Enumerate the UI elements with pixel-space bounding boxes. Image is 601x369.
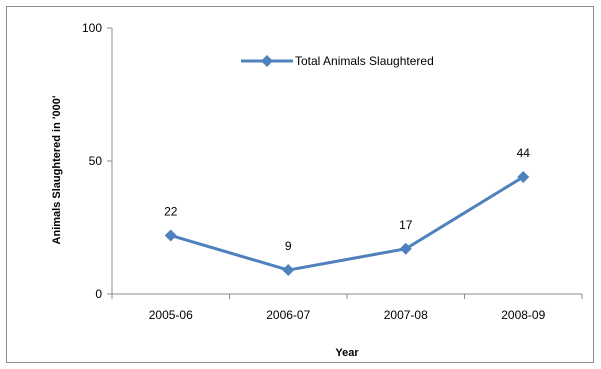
legend-marker-swatch <box>261 55 273 67</box>
data-label: 44 <box>517 146 531 160</box>
legend-label: Total Animals Slaughtered <box>295 54 434 68</box>
y-tick-label: 100 <box>82 21 102 35</box>
data-label: 17 <box>399 218 413 232</box>
y-axis-title: Animals Slaughtered in '000' <box>51 95 63 244</box>
data-point-marker <box>399 242 412 255</box>
data-point-marker <box>282 264 295 277</box>
data-labels: 22 9 17 44 <box>164 146 530 253</box>
x-tick-label: 2006-07 <box>266 308 310 322</box>
data-point-marker <box>164 229 177 242</box>
series-line-total-animals-slaughtered <box>170 175 525 272</box>
y-tick-label: 50 <box>89 154 103 168</box>
chart-frame <box>6 6 594 363</box>
x-axis-ticks: 2005-06 2006-07 2007-08 2008-09 <box>111 294 583 322</box>
x-tick-label: 2007-08 <box>384 308 428 322</box>
y-axis-ticks: 0 50 100 <box>82 21 112 301</box>
x-axis-title: Year <box>335 347 359 359</box>
data-label: 9 <box>285 239 292 253</box>
series-markers <box>164 170 530 277</box>
data-point-marker <box>517 170 530 183</box>
y-tick-label: 0 <box>95 287 102 301</box>
x-tick-label: 2008-09 <box>501 308 545 322</box>
legend: Total Animals Slaughtered <box>241 54 434 68</box>
x-tick-label: 2005-06 <box>149 308 193 322</box>
data-label: 22 <box>164 204 178 218</box>
